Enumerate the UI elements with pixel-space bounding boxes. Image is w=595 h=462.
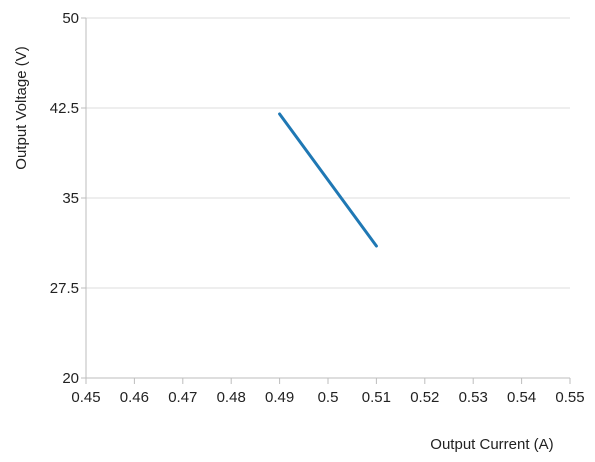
x-tick-label: 0.47 <box>168 389 197 406</box>
series-line <box>278 112 378 248</box>
x-tick-label: 0.45 <box>71 389 100 406</box>
y-tick-label: 20 <box>62 370 79 387</box>
x-tick-label: 0.46 <box>120 389 149 406</box>
x-tick-label: 0.51 <box>362 389 391 406</box>
x-tick-label: 0.5 <box>318 389 339 406</box>
x-axis-title: Output Current (A) <box>430 436 553 453</box>
y-axis-title: Output Voltage (V) <box>13 46 30 169</box>
y-axis-ticks: 20 27.5 35 42.5 50 <box>50 10 86 387</box>
y-tick-label: 27.5 <box>50 280 79 297</box>
y-tick-label: 35 <box>62 190 79 207</box>
y-tick-label: 50 <box>62 10 79 27</box>
x-tick-label: 0.49 <box>265 389 294 406</box>
x-tick-label: 0.54 <box>507 389 536 406</box>
x-tick-label: 0.53 <box>459 389 488 406</box>
x-tick-label: 0.52 <box>410 389 439 406</box>
y-tick-label: 42.5 <box>50 100 79 117</box>
x-tick-label: 0.48 <box>217 389 246 406</box>
x-axis-ticks: 0.45 0.46 0.47 0.48 0.49 0.5 0.51 0.52 0.53 0.54 0… <box>71 378 585 406</box>
series-lines <box>278 112 378 248</box>
gridlines <box>86 17 570 289</box>
x-tick-label: 0.55 <box>555 389 584 406</box>
